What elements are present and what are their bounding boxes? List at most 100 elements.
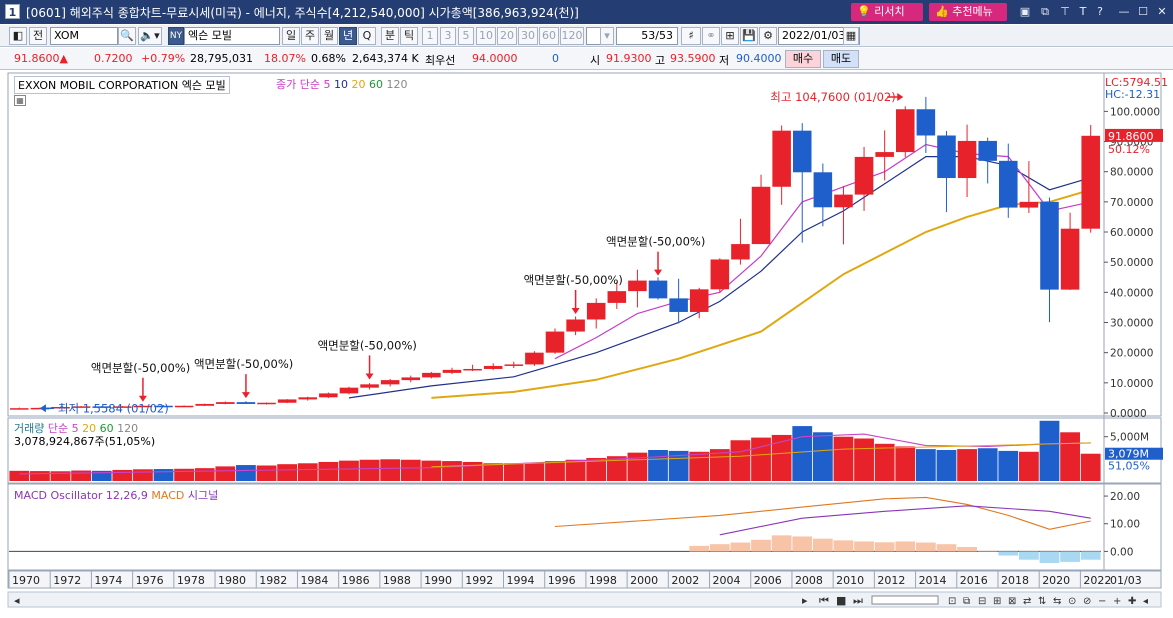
search-icon[interactable]: 🔍 — [118, 27, 136, 45]
candle-body — [648, 280, 668, 299]
interval-30-button[interactable]: 30 — [518, 27, 538, 45]
pin-icon[interactable]: ⊤ — [1060, 5, 1070, 18]
layout-icon[interactable]: ▣ — [1019, 5, 1031, 18]
macd-osc-bar — [833, 540, 854, 552]
minimize-icon[interactable]: — — [1118, 5, 1130, 18]
macd-osc-bar — [854, 541, 874, 552]
interval-10-button[interactable]: 10 — [476, 27, 496, 45]
candle-body — [339, 387, 359, 394]
copy-window-icon[interactable]: ⧉ — [1041, 5, 1049, 18]
chart-canvas[interactable]: 0.000010.000020.000030.000040.000050.000… — [0, 71, 1173, 618]
research-button[interactable]: 💡 리서치 — [851, 3, 923, 21]
period-quarter-button[interactable]: Q — [358, 27, 376, 45]
current-pct-label: 50.12% — [1108, 143, 1150, 156]
volume-bar — [421, 460, 442, 481]
macd-osc-bar — [730, 542, 751, 552]
lc-label: LC:5794.51 — [1105, 76, 1168, 89]
window-number-icon: 1 — [5, 4, 20, 19]
date-field[interactable]: 2022/01/03 — [778, 27, 860, 45]
x-axis-label: 1970 — [12, 574, 40, 587]
x-axis-label: 2004 — [713, 574, 741, 587]
low-label: 최저 1,5584 (01/02) — [58, 401, 169, 415]
candle-body — [422, 372, 441, 378]
settings-icon[interactable]: ⚙ — [759, 27, 777, 45]
help-icon[interactable]: ? — [1097, 5, 1103, 18]
candle-body — [216, 402, 235, 404]
tool-icon: ✚ — [1128, 596, 1136, 607]
price-legend-ma20: 20 — [351, 78, 366, 91]
save-icon[interactable]: 💾 — [740, 27, 758, 45]
speaker-icon[interactable]: 🔈▾ — [138, 27, 162, 45]
tick-button[interactable]: 틱 — [400, 27, 418, 45]
trade-amount: 2,643,374 K — [352, 52, 419, 65]
period-month-button[interactable]: 월 — [320, 27, 338, 45]
volume-legend: 거래량 단순 5 20 60 120 — [14, 420, 138, 436]
candle-body — [298, 397, 318, 400]
calendar-icon[interactable]: ▦ — [843, 27, 859, 45]
count-field[interactable]: 53/53 — [616, 27, 678, 45]
period-week-button[interactable]: 주 — [301, 27, 319, 45]
chain-icon[interactable]: ⚭ — [702, 27, 720, 45]
x-axis-label: 1976 — [136, 574, 164, 587]
interval-dropdown-icon[interactable]: ▾ — [600, 27, 614, 45]
interval-3-button[interactable]: 3 — [440, 27, 456, 45]
volume-bar — [689, 451, 710, 481]
low-label: 저 — [719, 54, 730, 67]
interval-60-button[interactable]: 60 — [539, 27, 559, 45]
volume-bar — [442, 461, 462, 481]
macd-osc-bar — [812, 538, 833, 552]
volume-bar — [915, 449, 936, 481]
symbol-input[interactable]: XOM — [50, 27, 118, 45]
chart-type-icon[interactable]: ⊞ — [721, 27, 739, 45]
macd-osc-bar — [895, 541, 916, 552]
split-arrowhead — [654, 269, 663, 276]
macd-line — [554, 496, 1091, 530]
current-price-box — [1105, 128, 1163, 142]
interval-1-button[interactable]: 1 — [422, 27, 438, 45]
volume-bar — [215, 466, 236, 481]
volume-bar — [133, 469, 153, 481]
recommend-menu-button[interactable]: 👍 추천메뉴 — [929, 3, 1007, 21]
volume-ytick-label: 5,000M — [1110, 432, 1149, 444]
close-icon[interactable]: ✕ — [1157, 5, 1167, 18]
volume-bar — [936, 450, 957, 481]
candle-body — [1060, 228, 1080, 290]
title-bar: 1 [0601] 해외주식 종합차트-무료시세(미국) - 에너지, 주식수[4… — [0, 0, 1173, 24]
candle-body — [628, 280, 647, 292]
x-axis-label: 1982 — [259, 574, 287, 587]
buy-button[interactable]: 매수 — [785, 50, 821, 68]
volume-bar — [153, 469, 174, 481]
company-name-field[interactable]: 엑슨 모빌 — [184, 27, 280, 45]
candle-body — [710, 259, 730, 290]
font-icon[interactable]: T — [1079, 5, 1087, 18]
price-pane-frame — [7, 72, 1162, 417]
interval-5-button[interactable]: 5 — [458, 27, 474, 45]
period-day-button[interactable]: 일 — [282, 27, 300, 45]
sell-button[interactable]: 매도 — [823, 50, 859, 68]
candle-body — [607, 291, 627, 303]
x-axis-label: 1988 — [383, 574, 411, 587]
price-legend-ma60: 60 — [368, 78, 383, 91]
tool-icon: − — [1098, 596, 1106, 607]
period-year-button[interactable]: 년 — [339, 27, 357, 45]
interval-20-button[interactable]: 20 — [497, 27, 517, 45]
prev-button[interactable]: 전 — [29, 27, 47, 45]
tool-icon: ⊡ — [948, 596, 956, 607]
candle-body — [875, 152, 894, 157]
volume-bar — [648, 450, 668, 481]
high-label: 최고 104,7600 (01/02) — [770, 90, 895, 104]
chart-area[interactable]: 0.0000 10.0000 20.0000 30.0000 40.0000 50.000… — [0, 71, 1173, 618]
minute-button[interactable]: 분 — [381, 27, 399, 45]
x-axis-label: 2008 — [795, 574, 823, 587]
panel-toggle-icon[interactable]: ◧ — [9, 27, 27, 45]
grid-toggle-icon[interactable]: ▦ — [14, 95, 26, 106]
volume-ma20-line — [431, 442, 1091, 468]
macd-osc-bar — [957, 546, 977, 552]
high-arrowhead — [897, 93, 904, 101]
interval-120-button[interactable]: 120 — [560, 27, 584, 45]
maximize-icon[interactable]: ☐ — [1138, 5, 1148, 18]
low-arrowhead — [39, 404, 46, 413]
volume-bar — [751, 437, 771, 481]
volume-bar — [318, 461, 339, 481]
link-icon[interactable]: ♯ — [681, 27, 701, 45]
